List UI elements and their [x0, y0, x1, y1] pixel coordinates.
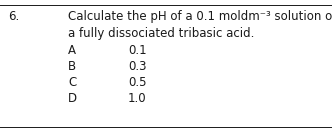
Text: 1.0: 1.0 — [128, 92, 147, 105]
Text: B: B — [68, 60, 76, 73]
Text: A: A — [68, 44, 76, 57]
Text: 6.: 6. — [8, 10, 19, 23]
Text: Calculate the pH of a 0.1 moldm⁻³ solution of: Calculate the pH of a 0.1 moldm⁻³ soluti… — [68, 10, 332, 23]
Text: 0.3: 0.3 — [128, 60, 146, 73]
Text: D: D — [68, 92, 77, 105]
Text: 0.5: 0.5 — [128, 76, 146, 89]
Text: a fully dissociated tribasic acid.: a fully dissociated tribasic acid. — [68, 27, 254, 40]
Text: C: C — [68, 76, 76, 89]
Text: 0.1: 0.1 — [128, 44, 147, 57]
